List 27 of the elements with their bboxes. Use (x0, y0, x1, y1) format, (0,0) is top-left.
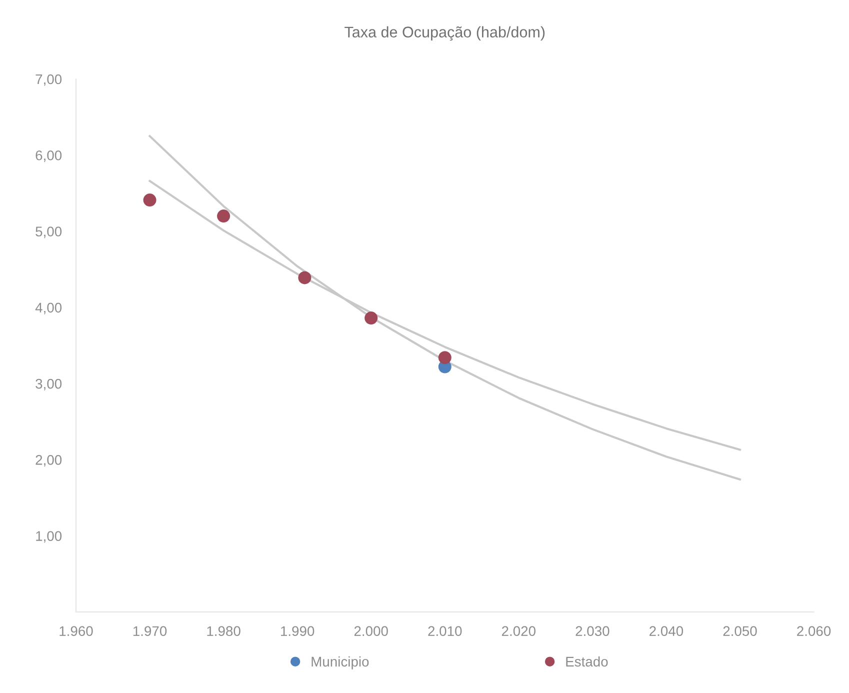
x-tick-label: 2.030 (576, 626, 610, 636)
y-tick-label: 4,00 (35, 302, 62, 314)
y-tick-label: 5,00 (36, 226, 62, 238)
x-tick-label: 2.060 (797, 626, 831, 636)
line-series (148, 135, 742, 480)
y-tick-label: 6,00 (36, 150, 62, 162)
legend-label: Municipio (312, 656, 369, 670)
x-tick-label: 2.000 (354, 626, 388, 636)
x-tick-label: 1.960 (60, 626, 93, 636)
x-tick-label: 2.010 (428, 626, 462, 636)
chart-title: Taxa de Ocupação (hab/dom) (344, 26, 545, 41)
y-tick-label: 3,00 (36, 378, 62, 390)
y-tick-label: 7,00 (36, 74, 62, 86)
point (217, 210, 230, 223)
x-tick-label: 1.970 (133, 626, 167, 636)
x-tick-label: 2.020 (502, 626, 536, 636)
x-tick-label: 1.990 (281, 626, 314, 636)
point (364, 312, 378, 325)
y-tick-label: 2,00 (36, 454, 62, 466)
y-tick-label: 1,00 (36, 531, 62, 543)
x-tick-label: 2.040 (650, 626, 684, 636)
point (298, 271, 312, 284)
x-tick-label: 2.050 (723, 626, 757, 636)
legend-label: Estado (566, 656, 608, 667)
x-tick-label: 1.980 (207, 626, 240, 636)
point (143, 194, 156, 207)
point (438, 351, 452, 364)
